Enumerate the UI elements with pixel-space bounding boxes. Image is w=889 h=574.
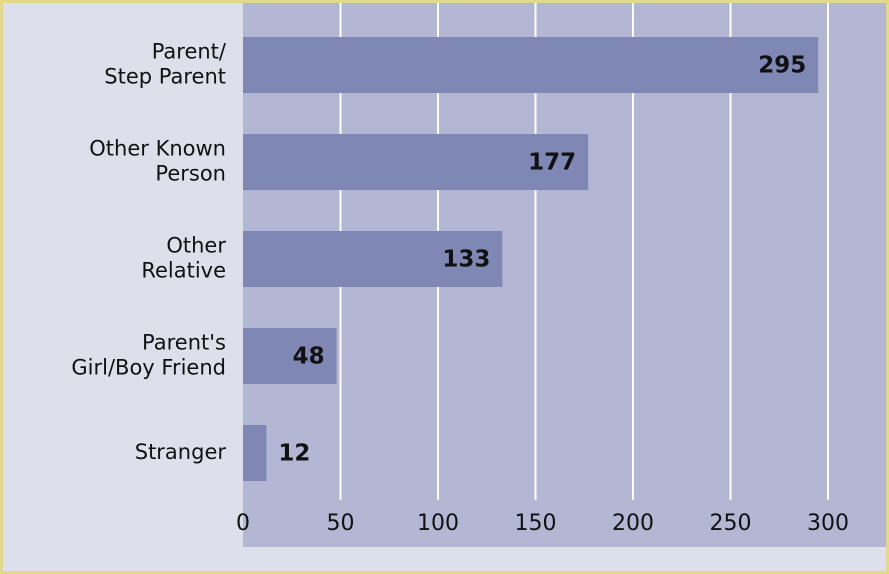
x-tick-label: 100 bbox=[417, 511, 459, 536]
bar bbox=[243, 425, 267, 481]
bar bbox=[243, 134, 589, 190]
y-tick-label: Person bbox=[155, 162, 226, 186]
y-tick-label: Parent's bbox=[142, 331, 226, 355]
value-label: 48 bbox=[293, 344, 325, 370]
y-tick-label: Other Known bbox=[89, 137, 226, 161]
x-tick-label: 0 bbox=[236, 511, 250, 536]
x-tick-label: 50 bbox=[327, 511, 355, 536]
value-label: 133 bbox=[442, 247, 490, 273]
x-tick-label: 300 bbox=[807, 511, 849, 536]
bar bbox=[243, 328, 337, 384]
x-tick-label: 250 bbox=[710, 511, 752, 536]
value-label: 295 bbox=[758, 53, 806, 79]
y-tick-label: Girl/Boy Friend bbox=[71, 356, 226, 380]
value-label: 177 bbox=[528, 150, 576, 176]
value-label: 12 bbox=[278, 441, 310, 467]
y-tick-label: Other bbox=[166, 234, 226, 258]
x-tick-label: 200 bbox=[612, 511, 654, 536]
y-tick-label: Parent/ bbox=[152, 40, 227, 64]
x-tick-label: 150 bbox=[515, 511, 557, 536]
y-tick-label: Relative bbox=[141, 259, 226, 283]
bar bbox=[243, 37, 819, 93]
bar bbox=[243, 231, 503, 287]
y-tick-label: Stranger bbox=[135, 440, 227, 464]
y-tick-label: Step Parent bbox=[104, 65, 226, 89]
